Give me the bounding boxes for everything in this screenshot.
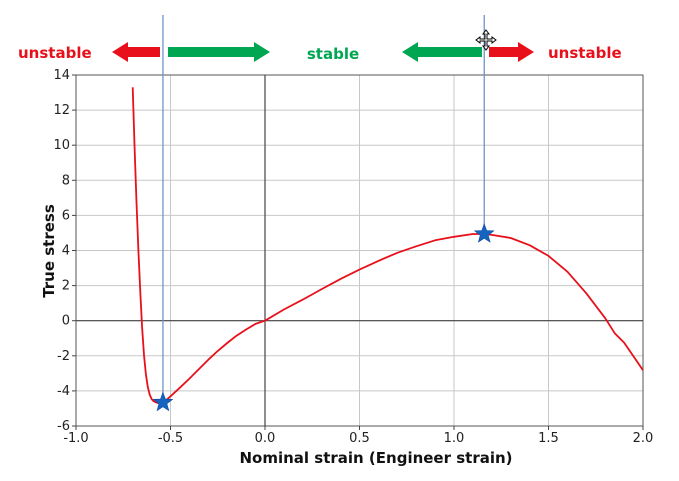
x-tick-label: 0.5 bbox=[349, 431, 370, 446]
green-arrow-left bbox=[402, 42, 482, 62]
green-arrow-right bbox=[168, 42, 270, 62]
stability-annotations: unstable stable unstable bbox=[18, 42, 622, 63]
red-arrow-left bbox=[112, 42, 160, 62]
series-line bbox=[131, 87, 644, 405]
x-tick-label: 1.5 bbox=[538, 431, 559, 446]
y-tick-label: -4 bbox=[57, 384, 70, 399]
axes bbox=[72, 74, 644, 430]
unstable-left-label: unstable bbox=[18, 44, 92, 62]
star-marker bbox=[473, 223, 495, 243]
move-cursor-icon bbox=[475, 29, 497, 51]
series bbox=[131, 15, 644, 405]
y-tick-label: -6 bbox=[57, 419, 70, 434]
y-tick-label: 10 bbox=[53, 138, 70, 153]
y-tick-label: 14 bbox=[53, 68, 70, 83]
y-tick-label: 12 bbox=[53, 103, 70, 118]
x-tick-label: 0.0 bbox=[255, 431, 276, 446]
tick-labels: -1.0 -0.5 0.0 0.5 1.0 1.5 2.0 -6 -4 -2 0 2 4 6 8 10 12 14 bbox=[53, 68, 653, 446]
red-arrow-right bbox=[489, 42, 534, 62]
star-marker bbox=[152, 391, 174, 412]
y-axis-title: True stress bbox=[40, 204, 58, 298]
y-tick-label: 6 bbox=[62, 208, 70, 223]
grid bbox=[75, 74, 644, 427]
x-axis-title: Nominal strain (Engineer strain) bbox=[239, 449, 512, 467]
unstable-right-label: unstable bbox=[548, 44, 622, 62]
x-tick-label: 2.0 bbox=[633, 431, 654, 446]
y-tick-label: 8 bbox=[62, 173, 70, 188]
y-tick-label: -2 bbox=[57, 349, 70, 364]
markers bbox=[152, 223, 495, 412]
x-tick-label: 1.0 bbox=[444, 431, 465, 446]
y-tick-label: 0 bbox=[62, 314, 70, 329]
y-tick-label: 4 bbox=[62, 244, 70, 259]
y-tick-label: 2 bbox=[62, 279, 70, 294]
x-tick-label: -0.5 bbox=[158, 431, 183, 446]
x-tick-label: -1.0 bbox=[63, 431, 88, 446]
stable-label: stable bbox=[307, 45, 359, 63]
